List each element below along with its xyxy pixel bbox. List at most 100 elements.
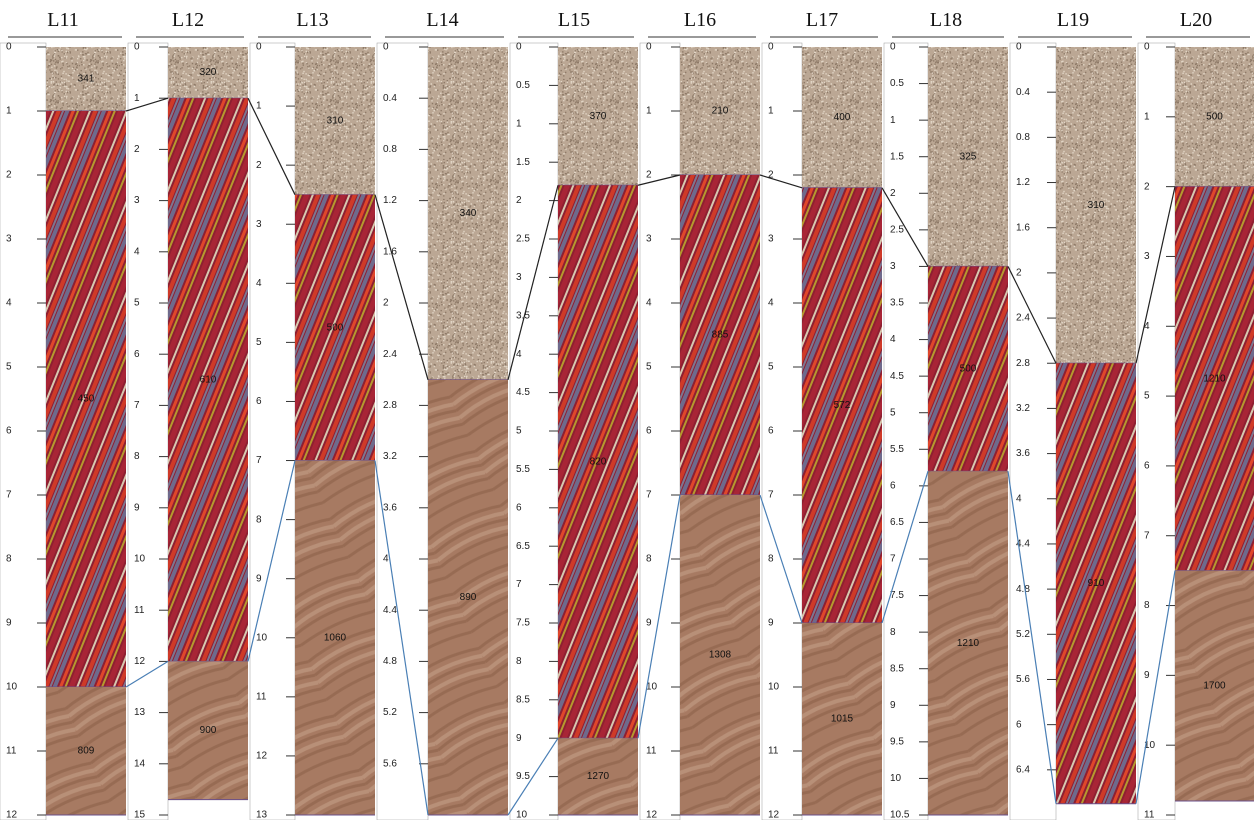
tick-label: 3 <box>256 219 262 230</box>
tick-label: 11 <box>768 746 779 757</box>
depth-scale <box>1010 43 1056 820</box>
tick-label: 1 <box>1144 111 1150 122</box>
tick-label: 6.5 <box>890 517 904 528</box>
tick-label: 2 <box>256 160 262 171</box>
tick-label: 11 <box>646 746 657 757</box>
tick-label: 0 <box>6 42 12 53</box>
tick-label: 5 <box>890 407 896 418</box>
tick-label: 9.5 <box>890 736 904 747</box>
tick-label: 8 <box>134 451 140 462</box>
tick-label: 2.4 <box>383 349 397 360</box>
velocity-label: 450 <box>78 394 95 405</box>
tick-label: 10 <box>516 810 528 820</box>
tick-label: 15 <box>134 810 146 820</box>
tick-label: 9 <box>768 618 774 629</box>
tick-label: 2 <box>1016 268 1022 279</box>
velocity-label: 1060 <box>324 632 347 643</box>
tick-label: 7 <box>646 490 652 501</box>
tick-label: 4 <box>256 278 262 289</box>
tick-label: 8 <box>6 554 12 565</box>
tick-label: 12 <box>134 656 146 667</box>
tick-label: 7.5 <box>516 618 530 629</box>
tick-label: 4.8 <box>383 656 397 667</box>
velocity-label: 370 <box>590 111 607 122</box>
tick-label: 5.6 <box>383 758 397 769</box>
tick-label: 3.2 <box>1016 403 1030 414</box>
tick-label: 9 <box>6 618 12 629</box>
tick-label: 12 <box>768 810 780 820</box>
tick-label: 5 <box>768 362 774 373</box>
column-title: L13 <box>296 9 328 31</box>
tick-label: 0 <box>646 42 652 53</box>
tick-label: 5 <box>256 337 262 348</box>
tick-label: 13 <box>134 707 146 718</box>
tick-label: 0 <box>383 42 389 53</box>
velocity-label: 340 <box>460 208 477 219</box>
tick-label: 2 <box>516 195 522 206</box>
velocity-label: 885 <box>712 330 729 341</box>
tick-label: 0 <box>890 42 896 53</box>
depth-scale <box>377 43 428 820</box>
tick-label: 9 <box>256 573 262 584</box>
column-title: L14 <box>426 9 458 31</box>
velocity-label: 210 <box>712 106 729 117</box>
velocity-label: 610 <box>200 374 217 385</box>
tick-label: 7 <box>1144 530 1150 541</box>
velocity-label: 500 <box>960 363 977 374</box>
tick-label: 4.5 <box>516 387 530 398</box>
tick-label: 9 <box>134 502 140 513</box>
velocity-label: 310 <box>327 115 344 126</box>
tick-label: 8.5 <box>516 694 530 705</box>
tick-label: 3 <box>646 234 652 245</box>
tick-label: 1.2 <box>1016 177 1030 188</box>
tick-label: 6.5 <box>516 541 530 552</box>
tick-label: 2 <box>1144 181 1150 192</box>
velocity-label: 310 <box>1088 200 1105 211</box>
tick-label: 0 <box>768 42 774 53</box>
tick-label: 6 <box>1144 461 1150 472</box>
tick-label: 3.5 <box>890 298 904 309</box>
velocity-label: 400 <box>834 112 851 123</box>
column-title: L11 <box>47 9 78 31</box>
tick-label: 9.5 <box>516 771 530 782</box>
column-title: L20 <box>1180 9 1212 31</box>
tick-label: 0.5 <box>516 80 530 91</box>
tick-label: 5.2 <box>1016 629 1030 640</box>
tick-label: 4 <box>6 298 12 309</box>
column-title: L17 <box>806 9 838 31</box>
tick-label: 4 <box>768 298 774 309</box>
tick-label: 7 <box>134 400 140 411</box>
velocity-label: 1015 <box>831 714 854 725</box>
tick-label: 1.5 <box>890 151 904 162</box>
tick-label: 8 <box>768 554 774 565</box>
tick-label: 2 <box>383 298 389 309</box>
tick-label: 7 <box>516 579 522 590</box>
tick-label: 1.2 <box>383 195 397 206</box>
tick-label: 0.8 <box>383 144 397 155</box>
tick-label: 6 <box>6 426 12 437</box>
tick-label: 13 <box>256 810 268 820</box>
tick-label: 8.5 <box>890 663 904 674</box>
column-title: L18 <box>930 9 962 31</box>
tick-label: 10 <box>890 773 902 784</box>
tick-label: 5 <box>6 362 12 373</box>
tick-label: 4 <box>516 349 522 360</box>
velocity-label: 325 <box>960 151 977 162</box>
tick-label: 2.8 <box>1016 358 1030 369</box>
velocity-label: 1700 <box>1203 680 1226 691</box>
tick-label: 2 <box>646 170 652 181</box>
tick-label: 1 <box>256 101 262 112</box>
velocity-label: 890 <box>460 592 477 603</box>
tick-label: 8 <box>890 627 896 638</box>
depth-scale <box>128 43 168 820</box>
tick-label: 9 <box>646 618 652 629</box>
tick-label: 1 <box>516 118 522 129</box>
tick-label: 4 <box>134 246 140 257</box>
tick-label: 10 <box>6 682 18 693</box>
velocity-label: 320 <box>200 67 217 78</box>
tick-label: 5 <box>646 362 652 373</box>
tick-label: 3 <box>134 195 140 206</box>
tick-label: 6 <box>768 426 774 437</box>
velocity-label: 1210 <box>1203 373 1226 384</box>
tick-label: 3 <box>1144 251 1150 262</box>
